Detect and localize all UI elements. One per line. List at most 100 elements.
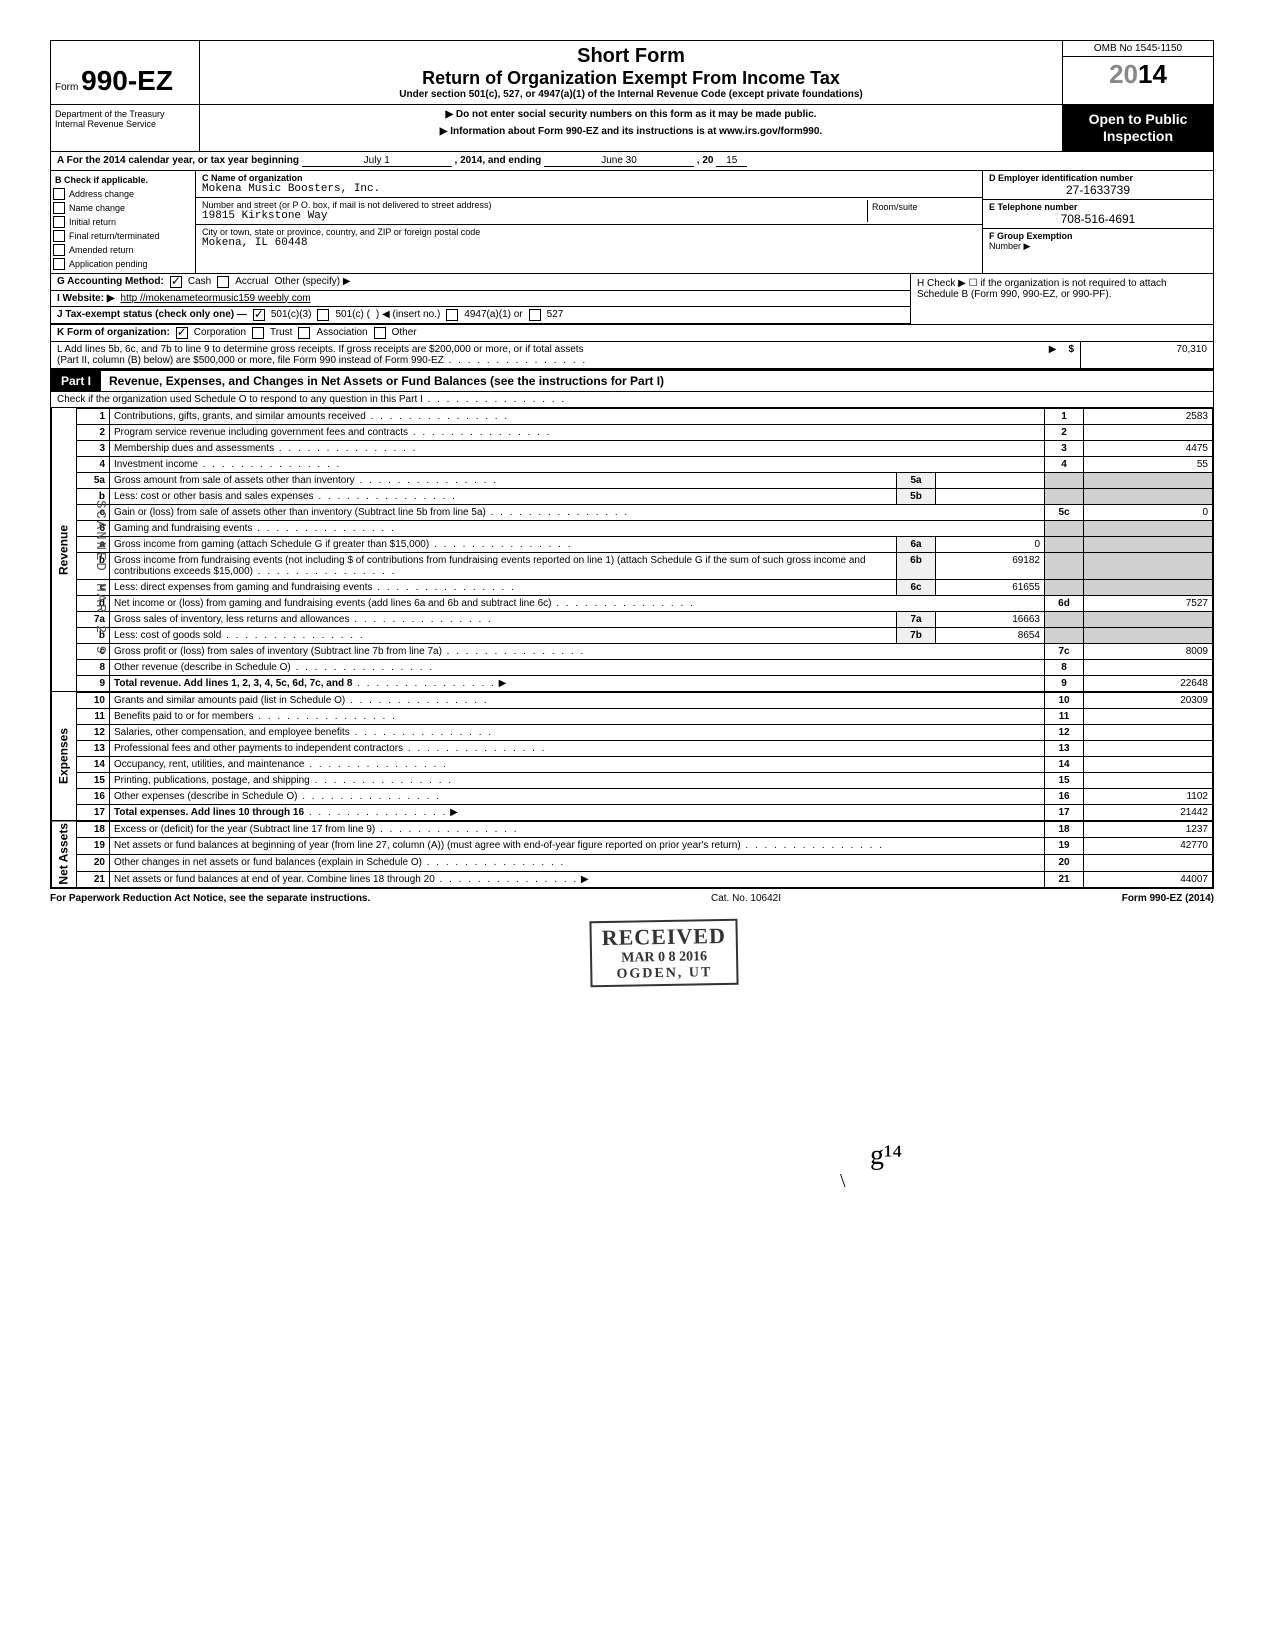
shaded-cell — [1084, 627, 1213, 643]
527-checkbox[interactable] — [529, 309, 541, 321]
line-l: L Add lines 5b, 6c, and 7b to line 9 to … — [51, 342, 1213, 369]
table-row: 21Net assets or fund balances at end of … — [52, 871, 1213, 888]
table-row: dNet income or (loss) from gaming and fu… — [52, 595, 1213, 611]
footer-mid: Cat. No. 10642I — [711, 893, 781, 904]
table-row: 20Other changes in net assets or fund ba… — [52, 854, 1213, 871]
table-row: bLess: cost of goods sold7b8654 — [52, 627, 1213, 643]
row-description: Other revenue (describe in Schedule O) — [110, 659, 1045, 675]
table-row: 16Other expenses (describe in Schedule O… — [52, 788, 1213, 804]
result-value: 0 — [1084, 504, 1213, 520]
table-row: cLess: direct expenses from gaming and f… — [52, 579, 1213, 595]
result-number: 17 — [1045, 804, 1084, 820]
row-description: Total revenue. Add lines 1, 2, 3, 4, 5c,… — [110, 675, 1045, 691]
row-description: Contributions, gifts, grants, and simila… — [110, 408, 1045, 424]
header-row: Form 990-EZ Short Form Return of Organiz… — [51, 41, 1213, 105]
row-description: Gross income from fundraising events (no… — [110, 552, 897, 579]
result-number: 2 — [1045, 424, 1084, 440]
open-public-cell: Open to Public Inspection — [1062, 105, 1213, 151]
trust-checkbox[interactable] — [252, 327, 264, 339]
result-number: 10 — [1045, 692, 1084, 708]
section-label: Revenue — [52, 408, 77, 691]
result-number: 20 — [1045, 854, 1084, 871]
checkbox[interactable] — [53, 258, 65, 270]
result-value: 42770 — [1084, 838, 1213, 855]
check-if-applicable-item: Address change — [53, 187, 193, 201]
section-label: Net Assets — [52, 821, 77, 888]
part1-title: Revenue, Expenses, and Changes in Net As… — [101, 374, 664, 388]
4947-checkbox[interactable] — [446, 309, 458, 321]
table-row: 7aGross sales of inventory, less returns… — [52, 611, 1213, 627]
table-row: 6Gaming and fundraising events — [52, 520, 1213, 536]
result-number: 4 — [1045, 456, 1084, 472]
form-box: Form 990-EZ Short Form Return of Organiz… — [50, 40, 1214, 889]
row-number: 11 — [77, 708, 110, 724]
table-row: 12Salaries, other compensation, and empl… — [52, 724, 1213, 740]
row-description: Professional fees and other payments to … — [110, 740, 1045, 756]
row-number: 2 — [77, 424, 110, 440]
checkbox[interactable] — [53, 202, 65, 214]
row-number: 19 — [77, 838, 110, 855]
table-row: 17Total expenses. Add lines 10 through 1… — [52, 804, 1213, 820]
footer-right: Form 990-EZ (2014) — [1122, 893, 1214, 904]
warn-ssn: ▶ Do not enter social security numbers o… — [204, 109, 1058, 120]
line-h: H Check ▶ ☐ if the organization is not r… — [910, 274, 1213, 324]
table-row: 9Total revenue. Add lines 1, 2, 3, 4, 5c… — [52, 675, 1213, 691]
checkbox[interactable] — [53, 230, 65, 242]
result-number: 18 — [1045, 821, 1084, 838]
org-name: Mokena Music Boosters, Inc. — [202, 183, 976, 195]
result-value: 4475 — [1084, 440, 1213, 456]
ein-value: 27-1633739 — [989, 183, 1207, 197]
signature-mark: g¹⁴ — [870, 1140, 902, 1172]
form-number: 990-EZ — [81, 65, 173, 96]
accrual-checkbox[interactable] — [217, 276, 229, 288]
row-description: Salaries, other compensation, and employ… — [110, 724, 1045, 740]
received-stamp: RECEIVED MAR 0 8 2016 OGDEN, UT — [589, 919, 738, 988]
result-value — [1084, 854, 1213, 871]
row-number: 1 — [77, 408, 110, 424]
signature-slash: \ — [840, 1170, 846, 1193]
dept-row: Department of the Treasury Internal Reve… — [51, 105, 1213, 152]
checkbox[interactable] — [53, 188, 65, 200]
form-container: Form 990-EZ Short Form Return of Organiz… — [50, 40, 1214, 908]
check-if-applicable-item: Application pending — [53, 257, 193, 271]
row-number: 13 — [77, 740, 110, 756]
table-row: 3Membership dues and assessments34475 — [52, 440, 1213, 456]
row-number: 4 — [77, 456, 110, 472]
phone-value: 708-516-4691 — [989, 212, 1207, 226]
corporation-checkbox[interactable] — [176, 327, 188, 339]
other-org-checkbox[interactable] — [374, 327, 386, 339]
tax-year-line: A For the 2014 calendar year, or tax yea… — [51, 152, 1213, 171]
result-number: 11 — [1045, 708, 1084, 724]
row-number: 5a — [77, 472, 110, 488]
checkbox[interactable] — [53, 244, 65, 256]
result-number: 21 — [1045, 871, 1084, 888]
line-k: K Form of organization: Corporation Trus… — [51, 325, 1213, 342]
result-number: 5c — [1045, 504, 1084, 520]
row-number: 8 — [77, 659, 110, 675]
scanned-stamp: SCANNED MAR 2 9 — [92, 500, 108, 656]
shaded-cell — [1084, 536, 1213, 552]
result-value: 1102 — [1084, 788, 1213, 804]
result-number: 14 — [1045, 756, 1084, 772]
result-value: 7527 — [1084, 595, 1213, 611]
check-if-applicable-item: Final return/terminated — [53, 229, 193, 243]
association-checkbox[interactable] — [298, 327, 310, 339]
mini-row-value: 0 — [936, 536, 1045, 552]
501c3-checkbox[interactable] — [253, 309, 265, 321]
check-if-applicable-item: Amended return — [53, 243, 193, 257]
mini-row-value: 61655 — [936, 579, 1045, 595]
name-column: C Name of organization Mokena Music Boos… — [196, 171, 982, 273]
result-number: 12 — [1045, 724, 1084, 740]
cash-checkbox[interactable] — [170, 276, 182, 288]
row-number: 3 — [77, 440, 110, 456]
dept-cell: Department of the Treasury Internal Reve… — [51, 105, 200, 151]
expenses-table: Expenses10Grants and similar amounts pai… — [51, 692, 1213, 821]
checkbox[interactable] — [53, 216, 65, 228]
check-column: B Check if applicable. Address changeNam… — [51, 171, 196, 273]
part1-check-line: Check if the organization used Schedule … — [51, 392, 1213, 408]
net-assets-table: Net Assets18Excess or (deficit) for the … — [51, 821, 1213, 889]
result-value — [1084, 424, 1213, 440]
row-number: 17 — [77, 804, 110, 820]
501c-checkbox[interactable] — [317, 309, 329, 321]
ein-label: D Employer identification number — [989, 173, 1133, 183]
